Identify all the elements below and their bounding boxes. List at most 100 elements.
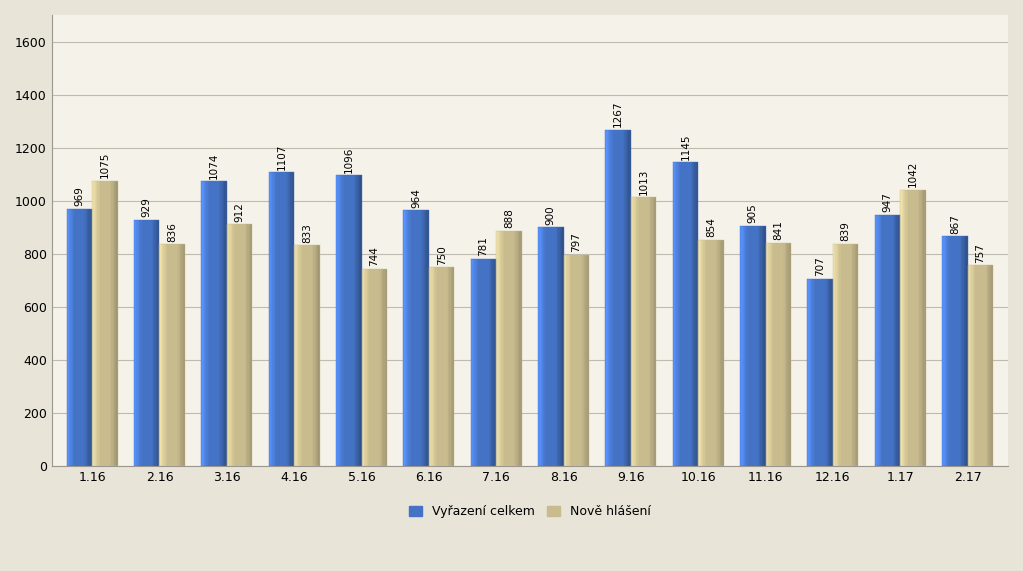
- Bar: [491, 259, 492, 467]
- Bar: [558, 227, 559, 467]
- Bar: [276, 172, 277, 467]
- Bar: [675, 162, 676, 467]
- Bar: [149, 220, 150, 467]
- Bar: [356, 175, 358, 467]
- Bar: [422, 211, 424, 467]
- Bar: [957, 236, 958, 467]
- Bar: [706, 240, 707, 467]
- Bar: [437, 267, 438, 467]
- Bar: [440, 267, 442, 467]
- Bar: [68, 209, 70, 467]
- Bar: [101, 181, 102, 467]
- Bar: [516, 231, 517, 467]
- Bar: [338, 175, 339, 467]
- Bar: [136, 220, 138, 467]
- Text: 833: 833: [302, 223, 312, 243]
- Bar: [153, 220, 154, 467]
- Bar: [951, 236, 952, 467]
- Bar: [616, 130, 617, 467]
- Bar: [648, 198, 649, 467]
- Bar: [305, 245, 306, 467]
- Bar: [105, 181, 106, 467]
- Bar: [757, 226, 758, 467]
- Bar: [821, 279, 822, 467]
- Bar: [949, 236, 951, 467]
- Bar: [408, 211, 409, 467]
- Bar: [964, 236, 965, 467]
- Bar: [637, 198, 638, 467]
- Bar: [430, 267, 432, 467]
- Text: 867: 867: [949, 214, 960, 234]
- Bar: [652, 198, 653, 467]
- Bar: [982, 266, 983, 467]
- Bar: [208, 181, 209, 467]
- Bar: [774, 243, 775, 467]
- Bar: [893, 215, 894, 467]
- Text: 839: 839: [841, 221, 851, 241]
- Bar: [916, 190, 917, 467]
- Bar: [369, 269, 370, 467]
- Bar: [240, 224, 242, 467]
- Bar: [282, 172, 284, 467]
- Bar: [348, 175, 349, 467]
- Bar: [70, 209, 71, 467]
- Bar: [717, 240, 719, 467]
- Bar: [242, 224, 243, 467]
- Bar: [134, 220, 135, 467]
- Bar: [114, 181, 116, 467]
- Bar: [920, 190, 921, 467]
- Bar: [789, 243, 790, 467]
- Bar: [359, 175, 360, 467]
- Bar: [876, 215, 877, 467]
- Bar: [888, 215, 889, 467]
- Bar: [412, 211, 413, 467]
- Bar: [974, 266, 975, 467]
- Bar: [833, 244, 858, 467]
- Bar: [694, 162, 695, 467]
- Bar: [287, 172, 290, 467]
- Bar: [361, 269, 387, 467]
- Bar: [219, 181, 220, 467]
- Bar: [341, 175, 343, 467]
- Bar: [353, 175, 354, 467]
- Bar: [813, 279, 815, 467]
- Bar: [501, 231, 502, 467]
- Bar: [229, 224, 230, 467]
- Bar: [807, 279, 833, 467]
- Bar: [946, 236, 947, 467]
- Bar: [564, 255, 589, 467]
- Bar: [722, 240, 724, 467]
- Bar: [745, 226, 747, 467]
- Bar: [953, 236, 954, 467]
- Bar: [72, 209, 73, 467]
- Text: 1267: 1267: [613, 101, 623, 127]
- Bar: [471, 259, 496, 467]
- Bar: [311, 245, 312, 467]
- Bar: [384, 269, 385, 467]
- Bar: [573, 255, 574, 467]
- Bar: [905, 190, 906, 467]
- Bar: [772, 243, 773, 467]
- Bar: [385, 269, 386, 467]
- Bar: [351, 175, 353, 467]
- Bar: [807, 279, 808, 467]
- Bar: [924, 190, 925, 467]
- Bar: [618, 130, 619, 467]
- Bar: [619, 130, 621, 467]
- Bar: [566, 255, 568, 467]
- Bar: [116, 181, 117, 467]
- Bar: [425, 211, 427, 467]
- Bar: [181, 244, 182, 467]
- Bar: [744, 226, 745, 467]
- Bar: [564, 255, 565, 467]
- Bar: [580, 255, 581, 467]
- Bar: [758, 226, 759, 467]
- Bar: [251, 224, 253, 467]
- Bar: [418, 211, 419, 467]
- Bar: [539, 227, 540, 467]
- Bar: [765, 243, 791, 467]
- Bar: [881, 215, 883, 467]
- Bar: [407, 211, 408, 467]
- Bar: [406, 211, 407, 467]
- Bar: [816, 279, 817, 467]
